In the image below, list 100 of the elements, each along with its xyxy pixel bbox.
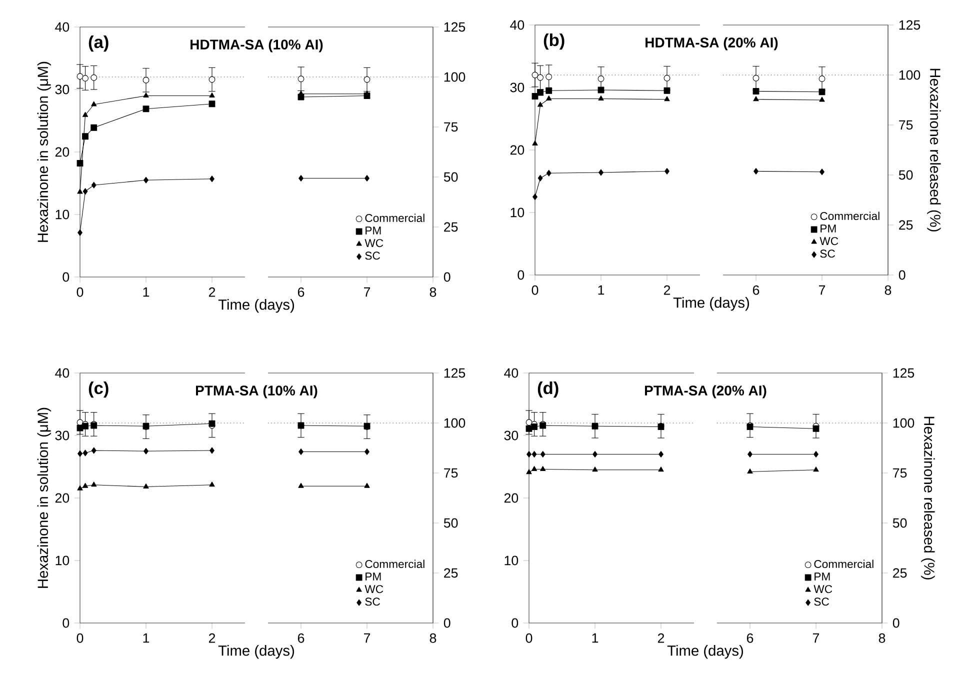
y-tick-label: 10 (56, 556, 70, 566)
text: PTMA-SA (20% AI) (644, 385, 766, 398)
x-axis-title: Time (days) (667, 645, 744, 659)
y-axis-title: Hexazinone in solution (μM) (37, 62, 51, 242)
x-tick-label: 1 (143, 633, 150, 643)
annotation: (a) (88, 35, 108, 52)
legend-label: PM (366, 226, 381, 234)
y-tick-label: 0 (62, 618, 70, 628)
y-tick-label: 10 (56, 210, 70, 220)
x-tick-label: 1 (598, 285, 604, 295)
legend-label: Commercial (365, 214, 424, 222)
annotation: (c) (88, 381, 108, 398)
y2-tick-label: 100 (444, 418, 466, 428)
y-tick-label: 30 (55, 84, 70, 94)
y2-tick-label: 50 (892, 518, 907, 528)
x-tick-label: 6 (752, 285, 760, 295)
x-tick-label: 0 (76, 633, 84, 643)
y-tick-label: 30 (504, 430, 518, 440)
annotation: (d) (538, 381, 558, 398)
x-tick-label: 7 (812, 633, 820, 643)
x-tick-label: 7 (364, 633, 370, 643)
y2-tick-label: 25 (899, 220, 913, 230)
y-tick-label: 20 (510, 145, 524, 155)
legend-label: PM (820, 224, 836, 232)
x-tick-label: 7 (364, 287, 370, 297)
y2-tick-label: 0 (898, 270, 906, 280)
x-tick-label: 8 (884, 285, 892, 295)
legend-label: WC (364, 585, 384, 594)
y-tick-label: 30 (55, 430, 70, 440)
y-tick-label: 30 (510, 82, 524, 92)
y-axis-title: Hexazinone in solution (μM) (37, 408, 51, 588)
y2-tick-label: 100 (893, 418, 914, 428)
y-tick-label: 40 (504, 368, 518, 378)
x-tick-label: 1 (592, 633, 598, 643)
x-tick-label: 6 (746, 633, 754, 643)
y2-tick-label: 25 (444, 222, 458, 232)
y2-tick-label: 25 (893, 568, 907, 578)
y2-tick-label: 75 (444, 468, 458, 478)
y-tick-label: 40 (55, 368, 70, 378)
y2-tick-label: 50 (444, 172, 458, 182)
legend-label: Commercial (365, 560, 424, 568)
x-tick-label: 8 (430, 287, 436, 297)
x-axis-title: Time (days) (218, 645, 294, 659)
y2-axis-title: Hexazinone released (%) (927, 68, 941, 232)
y2-tick-label: 50 (444, 518, 458, 528)
x-tick-label: 7 (818, 285, 826, 295)
y-tick-label: 40 (55, 22, 70, 32)
x-tick-label: 1 (143, 287, 150, 297)
y2-tick-label: 0 (892, 618, 900, 628)
y2-tick-label: 75 (444, 122, 458, 132)
y-tick-label: 10 (504, 556, 518, 566)
y-tick-label: 40 (510, 20, 524, 30)
x-tick-label: 2 (208, 633, 216, 643)
legend-label: SC (365, 252, 380, 260)
legend-label: WC (814, 585, 832, 594)
annotation: (b) (544, 33, 564, 50)
legend-label: PM (814, 572, 830, 580)
x-tick-label: 2 (658, 633, 664, 643)
x-axis-title: Time (days) (673, 297, 750, 311)
legend-label: WC (364, 239, 384, 248)
x-tick-label: 0 (76, 287, 84, 297)
x-tick-label: 8 (878, 633, 886, 643)
y2-tick-label: 100 (899, 70, 920, 80)
legend-label: PM (366, 572, 381, 580)
legend-label: SC (814, 598, 829, 606)
y2-tick-label: 100 (444, 72, 466, 82)
y2-axis-title: Hexazinone released (%) (921, 416, 935, 580)
y2-tick-label: 125 (444, 368, 466, 378)
y-tick-label: 10 (510, 208, 524, 218)
y2-tick-label: 125 (444, 22, 466, 32)
text: HDTMA-SA (10% AI) (190, 39, 323, 52)
y2-tick-label: 75 (893, 468, 907, 478)
x-tick-label: 2 (208, 287, 216, 297)
y-tick-label: 20 (504, 493, 518, 503)
y2-tick-label: 125 (899, 20, 920, 30)
y2-tick-label: 0 (444, 272, 450, 282)
text: HDTMA-SA (20% AI) (646, 37, 778, 50)
legend-label: SC (365, 598, 380, 606)
x-tick-label: 0 (526, 633, 532, 643)
y-tick-label: 0 (512, 618, 518, 628)
y2-tick-label: 25 (444, 568, 458, 578)
text: PTMA-SA (10% AI) (196, 385, 318, 398)
x-tick-label: 6 (298, 287, 304, 297)
x-axis-title: Time (days) (218, 299, 294, 313)
y2-tick-label: 75 (899, 120, 913, 130)
y-tick-label: 20 (55, 147, 70, 157)
y-tick-label: 0 (62, 272, 70, 282)
legend-label: Commercial (820, 212, 880, 220)
y2-tick-label: 0 (444, 618, 450, 628)
x-tick-label: 6 (298, 633, 304, 643)
legend-label: SC (820, 250, 835, 258)
y-tick-label: 20 (55, 493, 70, 503)
x-tick-label: 2 (664, 285, 670, 295)
x-tick-label: 0 (532, 285, 538, 295)
y2-tick-label: 125 (893, 368, 914, 378)
y-tick-label: 0 (518, 270, 524, 280)
legend-label: WC (820, 237, 838, 246)
legend-label: Commercial (814, 560, 874, 568)
y2-tick-label: 50 (898, 170, 913, 180)
x-tick-label: 8 (430, 633, 436, 643)
